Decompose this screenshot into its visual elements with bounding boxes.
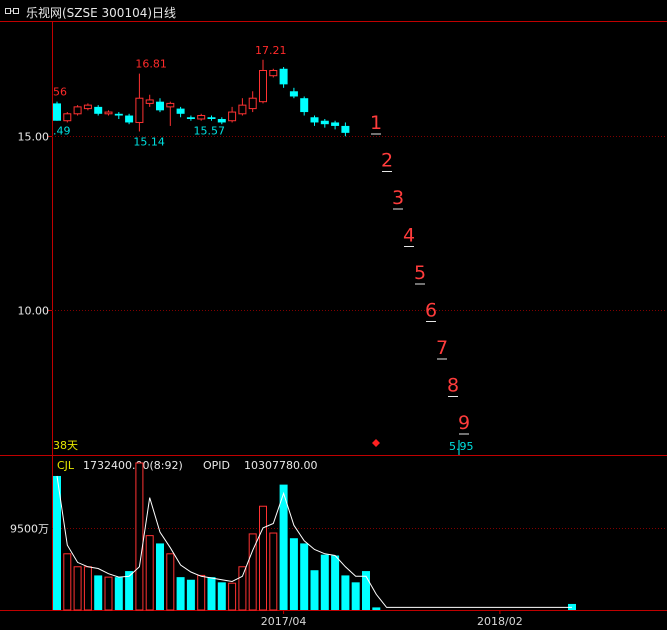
volume-bar bbox=[217, 582, 226, 610]
price-label: 56 bbox=[53, 86, 67, 99]
opid-value: 10307780.00 bbox=[244, 459, 317, 472]
candle-body bbox=[207, 117, 216, 119]
chart-type-icon[interactable] bbox=[5, 8, 19, 14]
price-label: 17.21 bbox=[255, 44, 287, 57]
candle-body bbox=[320, 120, 329, 125]
title-bar: 乐视网(SZSE 300104)日线 bbox=[0, 0, 667, 22]
volume-bar bbox=[197, 574, 206, 611]
volume-bar bbox=[310, 570, 319, 610]
price-tick-label: 10.00 bbox=[18, 305, 50, 318]
last-low-label: 5.95 bbox=[449, 440, 474, 453]
days-count-label: 38天 bbox=[53, 439, 78, 452]
annotation-number: 7 bbox=[436, 337, 448, 359]
volume-bar bbox=[341, 575, 350, 610]
volume-bar bbox=[73, 566, 82, 611]
volume-bar bbox=[135, 462, 144, 611]
volume-bar bbox=[145, 535, 154, 611]
volume-bar bbox=[186, 579, 195, 610]
candle-body bbox=[176, 108, 185, 114]
volume-bar bbox=[372, 607, 381, 610]
annotation-number: 4 bbox=[403, 225, 415, 247]
candle-body bbox=[248, 97, 257, 110]
chart-title: 乐视网(SZSE 300104)日线 bbox=[26, 6, 177, 20]
candle-body bbox=[63, 113, 72, 122]
candle-body bbox=[73, 106, 82, 115]
x-tick-label: 2018/02 bbox=[477, 615, 523, 628]
candle-body bbox=[186, 117, 195, 119]
candle-body bbox=[53, 103, 61, 121]
volume-bar bbox=[228, 582, 237, 611]
candle-body bbox=[83, 104, 92, 110]
annotation-number: 1 bbox=[370, 112, 382, 134]
annotation-number: 2 bbox=[381, 150, 393, 172]
volume-bar bbox=[248, 533, 257, 611]
candle-body bbox=[94, 106, 103, 114]
candle-body bbox=[217, 118, 226, 123]
volume-value: 1732400.00(8:92) bbox=[83, 459, 183, 472]
volume-bar bbox=[362, 571, 370, 610]
opid-label: OPID bbox=[203, 459, 230, 472]
volume-tick-label: 9500万 bbox=[10, 523, 49, 536]
volume-bar bbox=[259, 505, 267, 611]
volume-bar bbox=[279, 484, 288, 610]
annotation-number: 8 bbox=[447, 375, 459, 397]
candle-body bbox=[145, 99, 154, 104]
annotation-number: 5 bbox=[414, 262, 426, 284]
candle-body bbox=[331, 122, 340, 126]
price-label: 15.14 bbox=[133, 135, 165, 148]
candle-body bbox=[300, 98, 309, 113]
candle-body bbox=[104, 111, 113, 115]
volume-bar bbox=[104, 576, 113, 611]
candle-body bbox=[259, 69, 267, 103]
price-tick-label: 15.00 bbox=[18, 131, 50, 144]
volume-bar bbox=[289, 538, 298, 610]
candle-body bbox=[238, 104, 247, 115]
price-label: 16.81 bbox=[135, 58, 167, 71]
volume-bar bbox=[320, 554, 329, 610]
x-tick-label: 2017/04 bbox=[261, 615, 307, 628]
volume-bar bbox=[63, 553, 72, 611]
candle-body bbox=[156, 101, 164, 111]
candle-body bbox=[269, 69, 278, 77]
volume-bar bbox=[94, 575, 103, 610]
candle-body bbox=[279, 68, 288, 85]
volume-bar bbox=[207, 577, 216, 610]
annotation-number: 9 bbox=[458, 412, 470, 434]
candle-body bbox=[341, 125, 350, 133]
candle-body bbox=[289, 91, 298, 97]
volume-bar bbox=[331, 555, 340, 610]
volume-ma-line bbox=[56, 475, 572, 608]
volume-bar bbox=[176, 577, 185, 610]
volume-bar bbox=[300, 543, 309, 610]
candle-body bbox=[135, 97, 144, 123]
volume-bar bbox=[53, 475, 61, 610]
candle-body bbox=[197, 115, 206, 120]
candle-body bbox=[114, 113, 123, 116]
annotation-number: 3 bbox=[392, 187, 404, 209]
annotation-number: 6 bbox=[425, 300, 437, 322]
price-label: 15.57 bbox=[194, 125, 226, 138]
red-diamond-marker bbox=[372, 439, 380, 447]
volume-bar bbox=[269, 532, 278, 611]
candle-body bbox=[310, 117, 319, 123]
volume-bar bbox=[238, 566, 247, 611]
volume-bar bbox=[114, 577, 123, 610]
candle-body bbox=[166, 102, 175, 108]
price-label: .49 bbox=[53, 125, 71, 138]
volume-bar bbox=[125, 571, 134, 610]
volume-bar bbox=[351, 582, 360, 610]
candle-body bbox=[125, 115, 134, 123]
candle-body bbox=[228, 111, 237, 122]
volume-bar bbox=[166, 553, 175, 611]
volume-bar bbox=[83, 566, 92, 611]
volume-label: CJL bbox=[57, 459, 75, 472]
volume-bar bbox=[156, 543, 164, 610]
